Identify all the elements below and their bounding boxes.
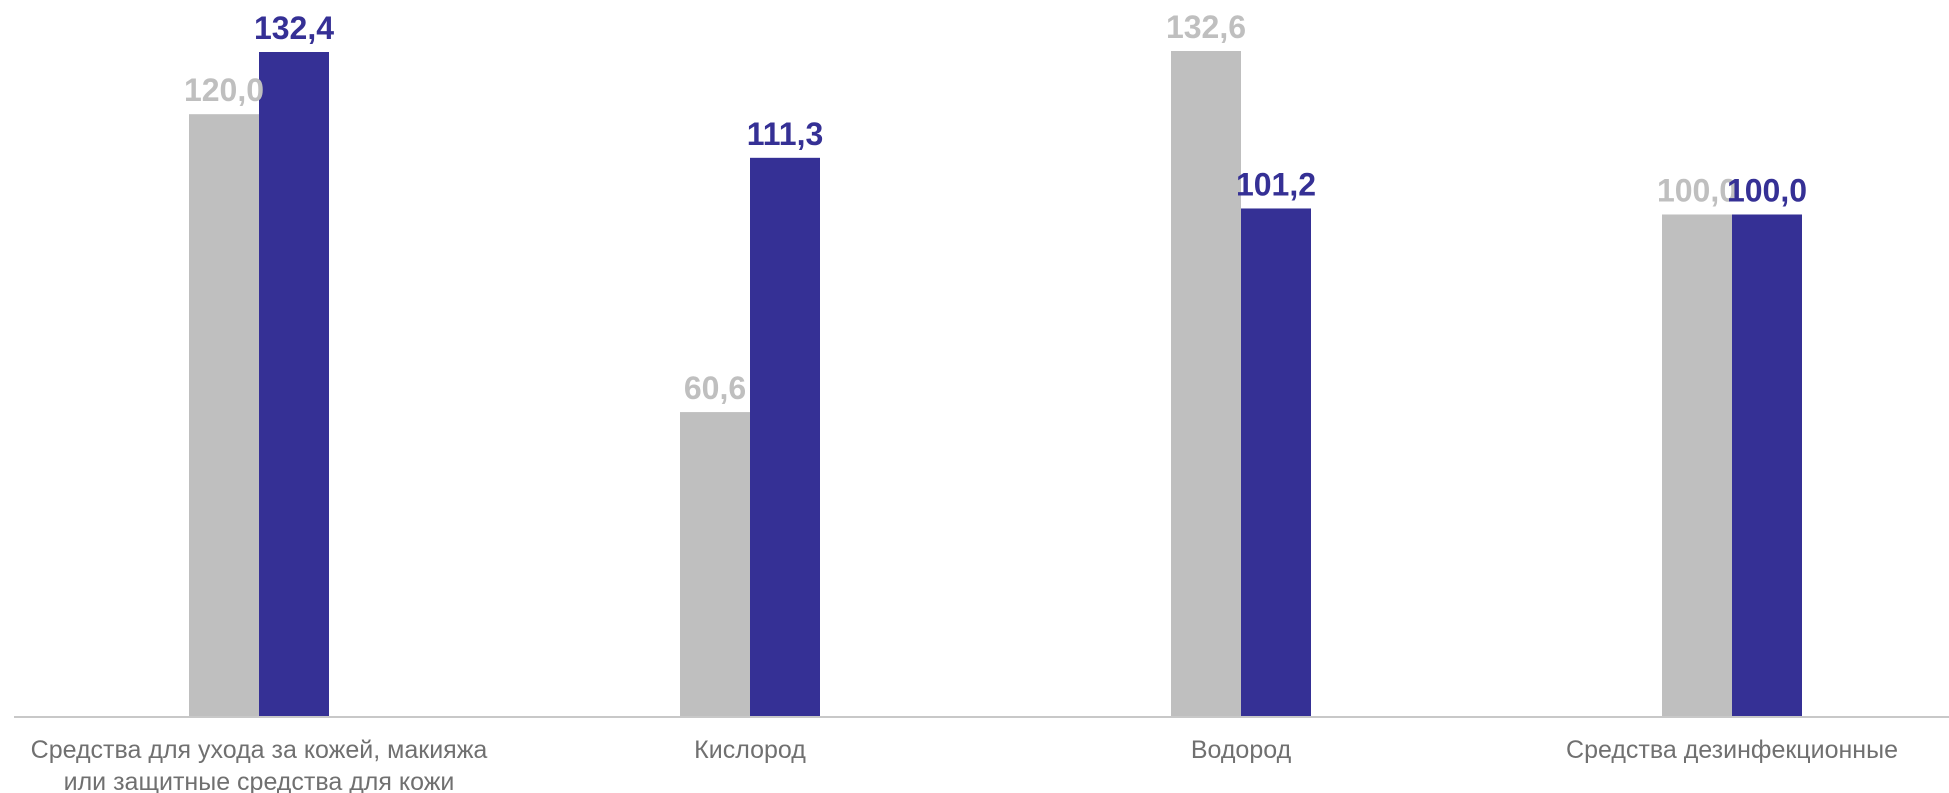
value-label-series-2-category-2: 111,3: [747, 116, 824, 152]
value-label-series-1-category-2: 60,6: [684, 370, 746, 406]
bar-series-2-category-2: [750, 157, 820, 716]
value-label-series-1-category-1: 120,0: [184, 72, 264, 108]
category-label-4: Средства дезинфекционные: [1566, 736, 1898, 764]
bar-series-1-category-3: [1171, 50, 1241, 717]
bar-series-2-category-1: [259, 52, 329, 716]
value-label-series-2-category-3: 101,2: [1236, 166, 1316, 202]
category-label-2-line-1: Кислород: [694, 736, 806, 764]
bar-series-1-category-1: [189, 114, 259, 716]
bar-series-2-category-4: [1732, 214, 1802, 716]
category-labels-group: Средства для ухода за кожей, макияжа или …: [31, 736, 1898, 793]
value-label-series-1-category-3: 132,6: [1166, 9, 1246, 45]
value-label-series-1-category-4: 100,0: [1657, 172, 1737, 208]
category-label-3-line-1: Водород: [1191, 736, 1292, 764]
value-label-series-2-category-4: 100,0: [1727, 172, 1807, 208]
category-label-3: Водород: [1191, 736, 1292, 764]
bar-series-1-category-4: [1662, 214, 1732, 716]
category-label-1-line-2: или защитные средства для кожи: [64, 768, 455, 793]
bars-group: [189, 50, 1802, 717]
category-label-4-line-1: Средства дезинфекционные: [1566, 736, 1898, 764]
bar-series-2-category-3: [1241, 208, 1311, 716]
bar-series-1-category-2: [680, 412, 750, 716]
category-label-2: Кислород: [694, 736, 806, 764]
category-label-1-line-1: Средства для ухода за кожей, макияжа: [31, 736, 488, 764]
value-labels-group: 120,0 60,6 132,6 100,0 132,4 111,3 101,2 100,0: [184, 9, 1807, 406]
category-label-1: Средства для ухода за кожей, макияжа или …: [31, 736, 488, 793]
value-label-series-2-category-1: 132,4: [254, 10, 334, 46]
